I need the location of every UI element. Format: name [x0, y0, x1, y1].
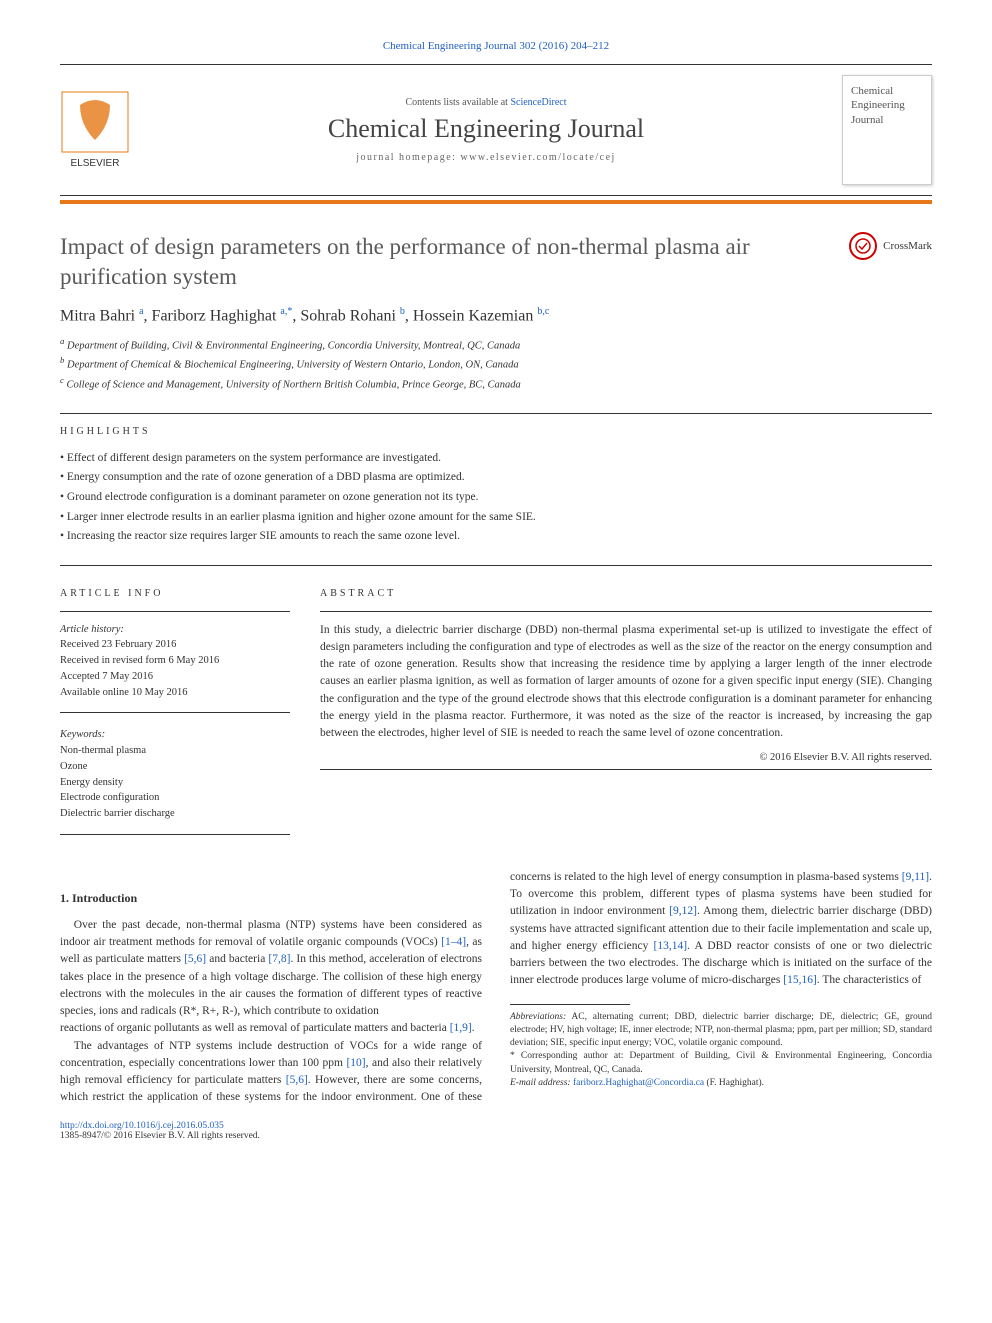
affiliations: a Department of Building, Civil & Enviro… [60, 335, 932, 393]
journal-cover-thumb: Chemical Engineering Journal [842, 75, 932, 185]
abstract-label: ABSTRACT [320, 588, 932, 599]
keyword-item: Energy density [60, 775, 290, 791]
abbreviations-footnote: Abbreviations: AC, alternating current; … [510, 1011, 932, 1051]
footnote-divider [510, 1004, 630, 1005]
header-center: Contents lists available at ScienceDirec… [150, 97, 822, 163]
issn-line: 1385-8947/© 2016 Elsevier B.V. All right… [60, 1131, 932, 1141]
body-columns: 1. Introduction Over the past decade, no… [60, 869, 932, 1107]
info-abstract-grid: ARTICLE INFO Article history: Received 2… [60, 576, 932, 845]
affiliation-line: b Department of Chemical & Biochemical E… [60, 354, 932, 373]
highlight-item: Increasing the reactor size requires lar… [60, 527, 932, 547]
citation-link[interactable]: [5,6] [184, 953, 206, 965]
keyword-item: Dielectric barrier discharge [60, 806, 290, 822]
keyword-item: Electrode configuration [60, 790, 290, 806]
divider [60, 611, 290, 612]
keyword-item: Non-thermal plasma [60, 743, 290, 759]
article-history: Article history: Received 23 February 20… [60, 622, 290, 701]
accent-bar [60, 200, 932, 204]
contents-available-line: Contents lists available at ScienceDirec… [150, 97, 822, 108]
abstract-text: In this study, a dielectric barrier disc… [320, 622, 932, 743]
article-info-column: ARTICLE INFO Article history: Received 2… [60, 576, 290, 845]
highlight-item: Ground electrode configuration is a domi… [60, 488, 932, 508]
sciencedirect-link[interactable]: ScienceDirect [510, 97, 566, 108]
body-paragraph: Over the past decade, non-thermal plasma… [60, 917, 482, 1021]
highlight-item: Larger inner electrode results in an ear… [60, 508, 932, 528]
body-paragraph: reactions of organic pollutants as well … [60, 1020, 482, 1037]
divider [60, 834, 290, 835]
citation-link[interactable]: [5,6] [286, 1074, 308, 1086]
highlight-item: Energy consumption and the rate of ozone… [60, 468, 932, 488]
doi-link[interactable]: http://dx.doi.org/10.1016/j.cej.2016.05.… [60, 1121, 932, 1131]
divider [320, 769, 932, 770]
email-link[interactable]: fariborz.Haghighat@Concordia.ca [571, 1078, 707, 1088]
citation-link[interactable]: [15,16] [783, 974, 817, 986]
article-info-label: ARTICLE INFO [60, 588, 290, 599]
article-title: Impact of design parameters on the perfo… [60, 232, 829, 292]
divider [60, 712, 290, 713]
highlights-list: Effect of different design parameters on… [60, 449, 932, 547]
crossmark-icon [849, 232, 877, 260]
title-row: Impact of design parameters on the perfo… [60, 232, 932, 306]
affiliation-line: c College of Science and Management, Uni… [60, 374, 932, 393]
corresponding-footnote: * Corresponding author at: Department of… [510, 1050, 932, 1077]
divider [60, 565, 932, 566]
svg-text:ELSEVIER: ELSEVIER [71, 158, 120, 169]
citation-link[interactable]: [1–4] [441, 936, 466, 948]
copyright-line: © 2016 Elsevier B.V. All rights reserved… [320, 752, 932, 763]
abstract-column: ABSTRACT In this study, a dielectric bar… [320, 576, 932, 845]
email-footnote: E-mail address: fariborz.Haghighat@Conco… [510, 1077, 932, 1090]
citation-link[interactable]: [10] [346, 1057, 365, 1069]
citation-link[interactable]: [13,14] [654, 940, 688, 952]
citation-link[interactable]: [9,12] [669, 905, 697, 917]
journal-title: Chemical Engineering Journal [150, 114, 822, 144]
citation-link[interactable]: [1,9] [450, 1022, 472, 1034]
elsevier-logo-icon: ELSEVIER [60, 90, 130, 170]
divider [320, 611, 932, 612]
crossmark-badge[interactable]: CrossMark [849, 232, 932, 260]
divider [60, 413, 932, 414]
highlight-item: Effect of different design parameters on… [60, 449, 932, 469]
author-list: Mitra Bahri a, Fariborz Haghighat a,*, S… [60, 306, 932, 325]
homepage-line: journal homepage: www.elsevier.com/locat… [150, 152, 822, 163]
keywords-block: Keywords: Non-thermal plasmaOzoneEnergy … [60, 727, 290, 822]
citation-link[interactable]: [7,8] [268, 953, 290, 965]
intro-heading: 1. Introduction [60, 889, 482, 907]
citation-link[interactable]: [9,11] [902, 871, 929, 883]
keyword-item: Ozone [60, 759, 290, 775]
highlights-label: HIGHLIGHTS [60, 426, 932, 437]
journal-header: ELSEVIER Contents lists available at Sci… [60, 64, 932, 196]
affiliation-line: a Department of Building, Civil & Enviro… [60, 335, 932, 354]
journal-reference: Chemical Engineering Journal 302 (2016) … [60, 40, 932, 52]
